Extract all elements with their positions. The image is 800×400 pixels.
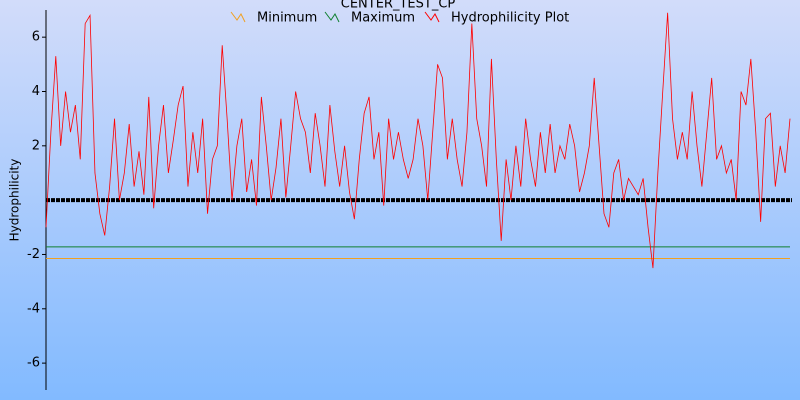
- legend-icon: [324, 11, 340, 23]
- legend-label: Maximum: [351, 11, 415, 26]
- y-tick-label: -4: [27, 301, 40, 316]
- legend-label: Hydrophilicity Plot: [451, 11, 569, 26]
- y-tick-label: -6: [27, 356, 40, 371]
- legend-icon: [230, 11, 246, 23]
- y-axis-label: Hydrophilicity: [8, 159, 22, 242]
- hydrophilicity-line: [45, 12, 791, 269]
- legend-icon: [424, 11, 440, 23]
- y-tick-label: 2: [32, 138, 40, 153]
- chart-title: CENTER_TEST_CP: [341, 0, 456, 12]
- y-tick-label: -2: [27, 247, 40, 262]
- legend-label: Minimum: [257, 11, 317, 26]
- y-tick-label: 4: [32, 84, 40, 99]
- y-tick-label: 6: [32, 30, 40, 45]
